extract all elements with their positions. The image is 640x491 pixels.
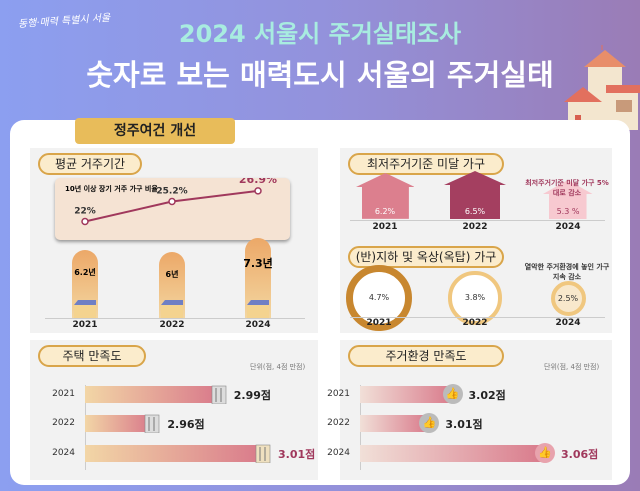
- satisfaction-bar: [85, 415, 152, 432]
- period-label: 6.2년: [74, 267, 96, 277]
- satisfaction-bar: [360, 386, 453, 403]
- building-icon: [74, 300, 96, 318]
- baseline: [45, 318, 305, 319]
- pill-environment-satisfaction: 주거환경 만족도: [348, 345, 504, 367]
- building-icon: [247, 300, 269, 318]
- houses-illustration-icon: [564, 45, 640, 130]
- year-label: 2024: [52, 448, 75, 458]
- line-chart-title: 10년 이상 장기 거주 가구 비율: [65, 185, 158, 193]
- line-point-label: 26.9%: [239, 178, 277, 186]
- year-label: 2021: [72, 320, 98, 330]
- apartment-icon: [255, 444, 271, 463]
- long-term-box: [55, 178, 290, 240]
- year-label: 2022: [462, 222, 488, 232]
- year-label: 2024: [555, 222, 581, 232]
- ring-marker: 4.7%: [346, 265, 412, 331]
- year-label: 2022: [462, 318, 488, 328]
- pill-substandard: 최저주거기준 미달 가구: [348, 153, 504, 175]
- satisfaction-bar: [360, 415, 430, 432]
- satisfaction-bar: [85, 386, 218, 403]
- year-label: 2024: [555, 318, 581, 328]
- substandard-value: 6.5%: [464, 207, 486, 216]
- house-marker-icon: [355, 173, 415, 219]
- substandard-value: 6.2%: [374, 207, 396, 216]
- house-marker-icon: [444, 171, 506, 219]
- year-label: 2021: [52, 389, 75, 399]
- section-tag: 정주여건 개선: [75, 118, 235, 144]
- line-point: [81, 217, 89, 226]
- year-label: 2021: [327, 389, 350, 399]
- building-icon: [161, 300, 183, 318]
- thumbs-up-icon: 👍: [442, 384, 463, 404]
- thumbs-up-icon: 👍: [535, 443, 555, 463]
- pill-avg-period: 평균 거주기간: [38, 153, 142, 175]
- year-label: 2022: [52, 418, 75, 428]
- basement-annotation: 열악한 주거환경에 놓인 가구 지속 감소: [524, 263, 610, 281]
- baseline: [350, 220, 605, 221]
- ring-marker: 3.8%: [448, 271, 502, 325]
- pill-basement: (반)지하 및 옥상(옥탑) 가구: [348, 246, 504, 268]
- ring-marker: 2.5%: [550, 280, 586, 316]
- year-label: 2022: [327, 418, 350, 428]
- year-label: 2021: [372, 222, 398, 232]
- page-subtitle: 숫자로 보는 매력도시 서울의 주거실태: [86, 58, 554, 92]
- satisfaction-value: 3.01점: [445, 418, 483, 431]
- line-point: [254, 187, 262, 195]
- substandard-value: 5.3 %: [556, 207, 580, 216]
- satisfaction-value: 3.01점: [278, 448, 316, 461]
- satisfaction-value: 2.99점: [233, 389, 272, 402]
- satisfaction-value: 3.06점: [561, 448, 599, 461]
- satisfaction-bar: [360, 445, 545, 462]
- satisfaction-value: 3.02점: [468, 389, 506, 402]
- satisfaction-value: 2.96점: [167, 418, 205, 431]
- thumbs-up-icon: 👍: [419, 413, 440, 433]
- unit-label: 단위(점, 4점 만점): [250, 363, 306, 371]
- year-label: 2024: [245, 320, 271, 330]
- period-label: 7.3년: [243, 256, 273, 270]
- house-marker-icon: [543, 179, 593, 219]
- baseline: [350, 317, 605, 318]
- page-title: 2024 서울시 주거실태조사: [178, 20, 462, 48]
- line-point-label: 25.2%: [156, 187, 187, 197]
- year-label: 2022: [159, 320, 185, 330]
- year-label: 2021: [366, 318, 392, 328]
- apartment-icon: [145, 414, 160, 433]
- line-point-label: 22%: [74, 207, 96, 217]
- period-label: 6년: [165, 270, 179, 279]
- line-point: [168, 197, 176, 206]
- year-label: 2024: [327, 448, 350, 458]
- apartment-icon: [211, 385, 227, 404]
- substandard-annotation: 최저주거기준 미달 가구 5%대로 감소: [525, 179, 609, 197]
- unit-label: 단위(점, 4점 만점): [544, 363, 600, 371]
- pill-housing-satisfaction: 주택 만족도: [38, 345, 146, 367]
- satisfaction-bar: [85, 445, 262, 462]
- line-chart: 22% 25.2% 26.9%: [74, 178, 277, 226]
